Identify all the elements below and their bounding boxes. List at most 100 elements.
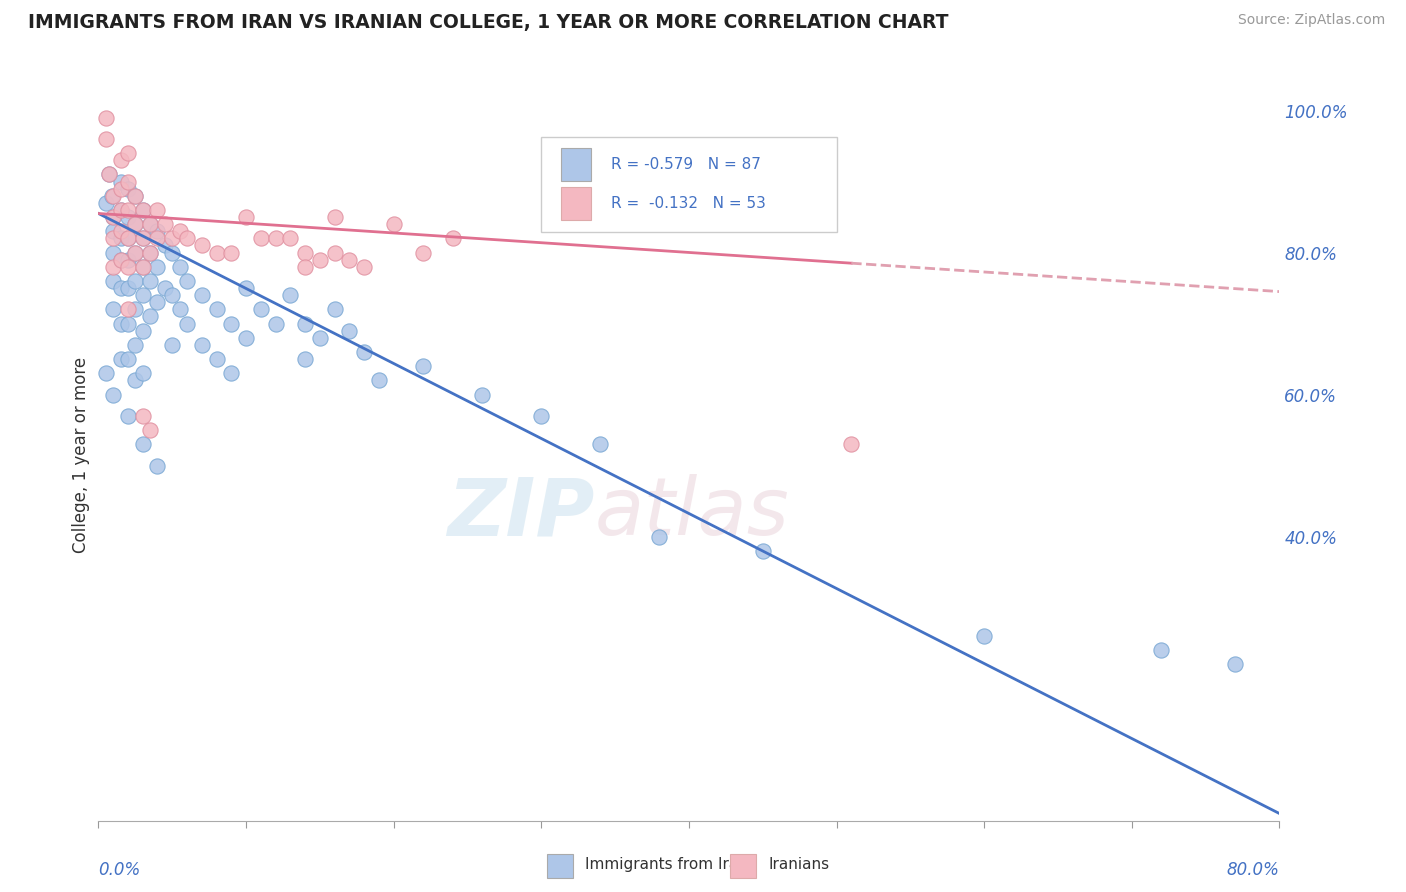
Point: [589, 437, 612, 451]
Point: [132, 288, 155, 302]
Y-axis label: College, 1 year or more: College, 1 year or more: [72, 357, 90, 553]
Point: [124, 188, 146, 202]
Point: [205, 352, 228, 367]
Point: [117, 202, 139, 217]
Point: [146, 458, 169, 473]
Point: [103, 274, 125, 288]
Point: [103, 210, 125, 224]
Point: [191, 288, 214, 302]
Point: [124, 245, 146, 260]
FancyBboxPatch shape: [561, 148, 591, 181]
Point: [97, 168, 120, 182]
Point: [323, 210, 346, 224]
Text: 0.0%: 0.0%: [98, 861, 141, 879]
Point: [176, 274, 198, 288]
Point: [146, 202, 169, 217]
Point: [110, 252, 132, 267]
Point: [132, 409, 155, 423]
Point: [100, 188, 122, 202]
Point: [139, 310, 162, 324]
Point: [117, 252, 139, 267]
Point: [132, 437, 155, 451]
Point: [841, 437, 863, 451]
Point: [264, 317, 287, 331]
Text: Immigrants from Iran: Immigrants from Iran: [585, 857, 748, 872]
Point: [124, 373, 146, 387]
Point: [162, 245, 183, 260]
Point: [176, 231, 198, 245]
Point: [139, 245, 162, 260]
Point: [117, 409, 139, 423]
Point: [169, 302, 191, 317]
Point: [250, 302, 273, 317]
Point: [264, 231, 287, 245]
Point: [751, 543, 773, 558]
FancyBboxPatch shape: [547, 855, 574, 878]
Point: [412, 245, 434, 260]
Point: [103, 231, 125, 245]
Point: [412, 359, 434, 373]
Point: [139, 217, 162, 231]
Point: [294, 245, 316, 260]
Point: [339, 324, 360, 338]
Point: [117, 231, 139, 245]
Text: ZIP: ZIP: [447, 475, 595, 552]
Point: [205, 245, 228, 260]
Point: [117, 210, 139, 224]
Point: [139, 245, 162, 260]
Point: [278, 231, 302, 245]
Point: [339, 252, 360, 267]
Point: [117, 352, 139, 367]
Point: [124, 245, 146, 260]
Point: [110, 153, 132, 168]
Point: [169, 260, 191, 274]
Point: [132, 324, 155, 338]
Point: [103, 224, 125, 238]
Point: [117, 317, 139, 331]
Point: [132, 202, 155, 217]
Point: [124, 217, 146, 231]
Point: [110, 281, 132, 295]
Point: [117, 260, 139, 274]
Point: [132, 231, 155, 245]
Point: [110, 202, 132, 217]
Point: [124, 274, 146, 288]
Point: [117, 302, 139, 317]
Point: [162, 231, 183, 245]
Point: [1223, 657, 1246, 672]
Point: [132, 260, 155, 274]
Point: [97, 168, 120, 182]
Point: [278, 288, 302, 302]
Point: [176, 317, 198, 331]
Point: [110, 352, 132, 367]
Point: [117, 174, 139, 188]
Point: [117, 281, 139, 295]
Point: [94, 132, 117, 146]
Point: [132, 202, 155, 217]
Point: [191, 238, 214, 252]
Point: [294, 260, 316, 274]
Point: [103, 387, 125, 401]
Point: [323, 245, 346, 260]
Point: [162, 288, 183, 302]
Point: [132, 366, 155, 380]
Point: [139, 217, 162, 231]
Point: [294, 352, 316, 367]
Point: [103, 210, 125, 224]
Point: [110, 231, 132, 245]
Point: [110, 181, 132, 195]
Point: [124, 338, 146, 352]
Point: [191, 338, 214, 352]
Point: [353, 345, 375, 359]
Point: [471, 387, 494, 401]
Point: [94, 195, 117, 210]
Point: [205, 302, 228, 317]
Point: [124, 188, 146, 202]
Point: [110, 252, 132, 267]
Point: [117, 231, 139, 245]
Text: R = -0.579   N = 87: R = -0.579 N = 87: [612, 157, 761, 172]
Point: [146, 295, 169, 310]
Point: [382, 217, 405, 231]
Point: [103, 188, 125, 202]
Point: [103, 260, 125, 274]
